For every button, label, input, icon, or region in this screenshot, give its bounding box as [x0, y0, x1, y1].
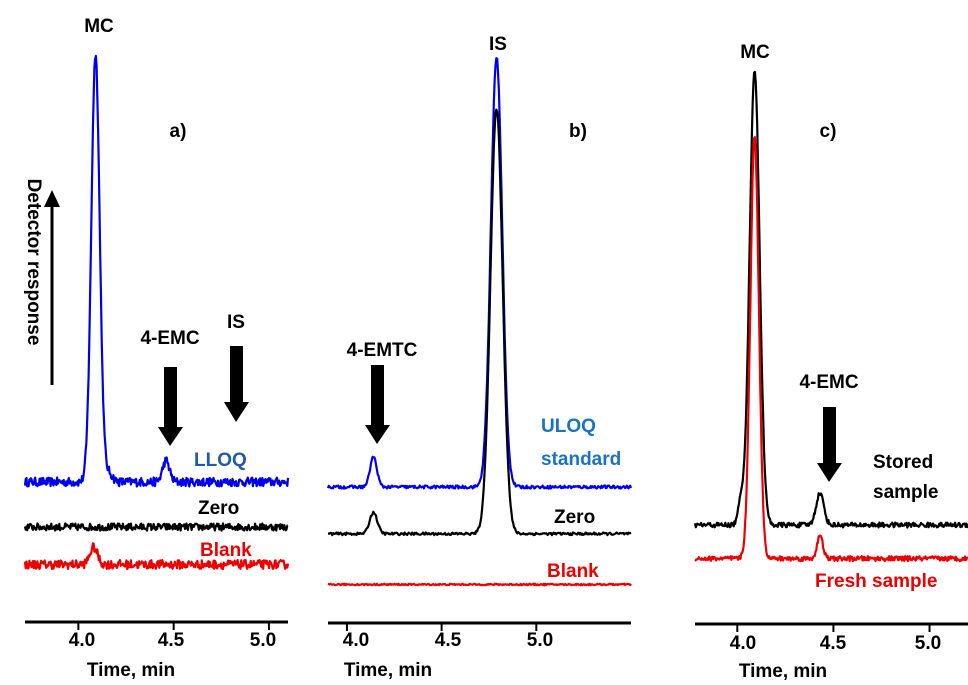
- peak-label-4-emc: 4-EMC: [799, 372, 858, 393]
- x-tick-label: 4.0: [69, 630, 95, 651]
- x-tick-label: 4.5: [158, 630, 185, 651]
- x-axis-label: Time, min: [87, 660, 175, 681]
- x-tick-label: 5.0: [250, 630, 276, 651]
- traces: [693, 70, 968, 563]
- traces: [326, 57, 633, 587]
- x-tick-label: 4.0: [730, 633, 756, 654]
- x-axis-ticks: [77, 622, 270, 630]
- x-tick-label: 5.0: [527, 630, 553, 651]
- trace-zero: [23, 522, 289, 532]
- peak-label-4-emc: 4-EMC: [140, 328, 199, 349]
- trace-blank: [327, 582, 632, 587]
- trace-fresh-sample: [694, 136, 968, 563]
- x-tick-label: 4.5: [435, 630, 462, 651]
- arrow-is: [224, 346, 249, 422]
- arrow-4-emtc: [365, 365, 390, 444]
- y-axis-label: Detector response: [23, 179, 44, 346]
- y-axis-arrow-head: [44, 190, 60, 207]
- arrow-4-emc: [817, 407, 842, 482]
- panel-label: c): [820, 121, 837, 142]
- y-axis-group: Detector response: [23, 179, 60, 385]
- panel-c: 4.0 4.5 5.0 Time, min c) MC 4-EMC Stored…: [693, 42, 968, 682]
- x-tick-label: 5.0: [915, 633, 941, 654]
- trace-label-fresh-sample: Fresh sample: [815, 571, 938, 592]
- peak-label-4-emtc: 4-EMTC: [347, 340, 418, 361]
- x-tick-label: 4.5: [820, 633, 847, 654]
- peak-label-is: IS: [227, 312, 245, 333]
- x-axis-label: Time, min: [344, 660, 432, 681]
- peak-label-is: IS: [489, 34, 507, 55]
- trace-label-zero: Zero: [554, 507, 595, 528]
- panel-b: 4.0 4.5 5.0 Time, min b) IS 4-EMTC ULOQ …: [326, 34, 633, 681]
- trace-lloq: [23, 54, 290, 488]
- trace-label-blank: Blank: [200, 540, 252, 561]
- peak-label-mc: MC: [84, 16, 114, 37]
- panel-label: b): [569, 121, 587, 142]
- panel-a: 4.0 4.5 5.0 Time, min a) MC 4-EMC IS LLO…: [23, 16, 290, 681]
- trace-label-stored-sample: Stored: [873, 452, 933, 473]
- x-axis-ticks: [736, 624, 931, 632]
- trace-label-blank: Blank: [547, 561, 599, 582]
- arrow-4-emc: [158, 367, 183, 446]
- x-tick-label: 4.0: [343, 630, 369, 651]
- trace-zero: [327, 108, 632, 537]
- trace-label-zero: Zero: [198, 498, 239, 519]
- x-axis-label: Time, min: [739, 661, 827, 682]
- x-axis-ticks: [345, 623, 538, 631]
- trace-uloq-standard: [326, 57, 633, 490]
- trace-label-line: standard: [541, 449, 621, 470]
- trace-label-line: sample: [873, 482, 938, 503]
- trace-stored-sample: [693, 70, 968, 529]
- panel-label: a): [170, 121, 187, 142]
- trace-blank: [23, 542, 290, 571]
- trace-label-uloq: ULOQ: [541, 416, 596, 437]
- peak-label-mc: MC: [740, 42, 770, 63]
- traces: [23, 54, 290, 571]
- trace-label-lloq: LLOQ: [194, 450, 247, 471]
